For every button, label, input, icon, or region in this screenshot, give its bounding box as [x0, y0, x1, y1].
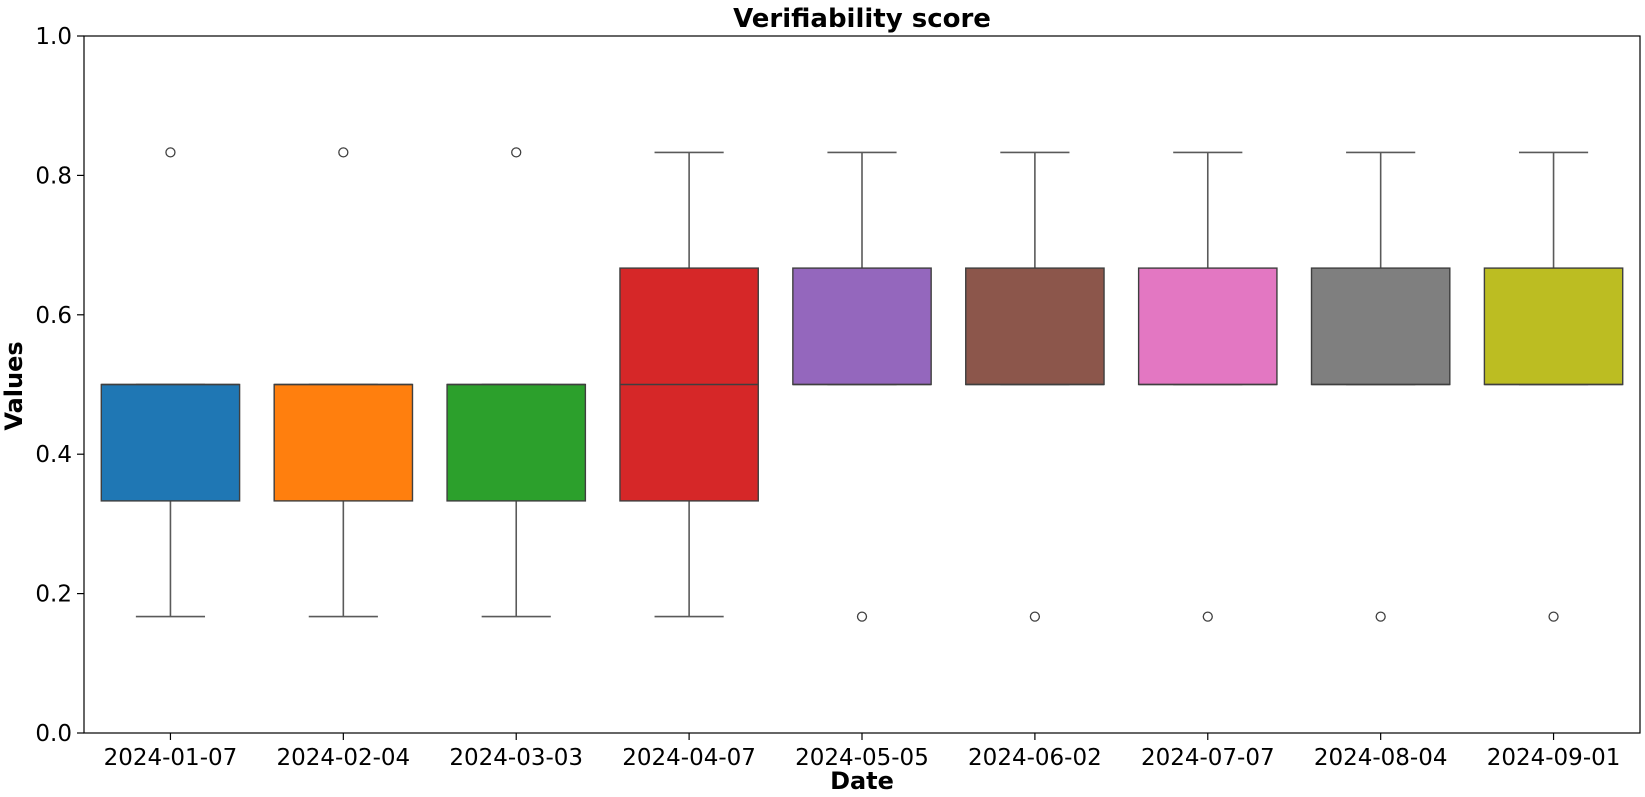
box-2024-01-07 — [100, 147, 241, 618]
iqr-box — [446, 383, 587, 502]
outlier-point — [1375, 611, 1386, 622]
outlier-point — [1029, 611, 1041, 622]
x-tick-label: 2024-01-07 — [104, 745, 238, 771]
box-2024-08-04 — [1310, 151, 1451, 622]
iqr-box — [1310, 267, 1451, 386]
outlier-point — [338, 147, 349, 158]
y-tick-label: 1.0 — [35, 24, 72, 50]
iqr-box — [792, 267, 932, 386]
iqr-box — [965, 267, 1105, 386]
y-tick-label: 0.2 — [35, 582, 72, 608]
box-2024-06-02 — [965, 151, 1105, 622]
x-tick-label: 2024-06-02 — [968, 745, 1102, 771]
iqr-box — [1137, 267, 1278, 386]
iqr-box — [100, 383, 241, 502]
x-tick-label: 2024-02-04 — [276, 745, 410, 771]
iqr-box — [273, 383, 414, 502]
y-axis-label: Values — [0, 341, 28, 430]
y-tick-label: 0.6 — [35, 303, 72, 329]
outlier-point — [1202, 611, 1213, 622]
x-tick-label: 2024-07-07 — [1141, 745, 1275, 771]
x-tick-label: 2024-08-04 — [1314, 745, 1448, 771]
x-tick-label: 2024-03-03 — [449, 745, 583, 771]
y-tick-label: 0.4 — [35, 442, 72, 468]
box-2024-09-01 — [1483, 151, 1624, 622]
plot-area: 0.0 0.2 0.4 0.6 0.8 1.0 2024-01-07 2024-02-04 20… — [35, 24, 1624, 771]
x-axis-label: Date — [830, 767, 894, 795]
iqr-box — [1483, 267, 1624, 386]
x-tick-label: 2024-05-05 — [795, 745, 929, 771]
outlier-point — [511, 147, 522, 158]
box-2024-04-07 — [619, 151, 759, 618]
outlier-point — [1548, 611, 1559, 622]
x-tick-label: 2024-04-07 — [622, 745, 756, 771]
chart-title: Verifiability score — [733, 4, 991, 34]
box-2024-03-03 — [446, 147, 587, 618]
y-tick-label: 0.8 — [35, 163, 72, 189]
box-2024-05-05 — [792, 151, 932, 622]
x-tick-label: 2024-09-01 — [1487, 745, 1621, 771]
box-2024-02-04 — [273, 147, 414, 618]
outlier-point — [856, 611, 868, 622]
plot-frame — [83, 35, 1641, 734]
y-tick-label: 0.0 — [35, 721, 72, 747]
outlier-point — [165, 147, 176, 158]
box-2024-07-07 — [1137, 151, 1278, 622]
